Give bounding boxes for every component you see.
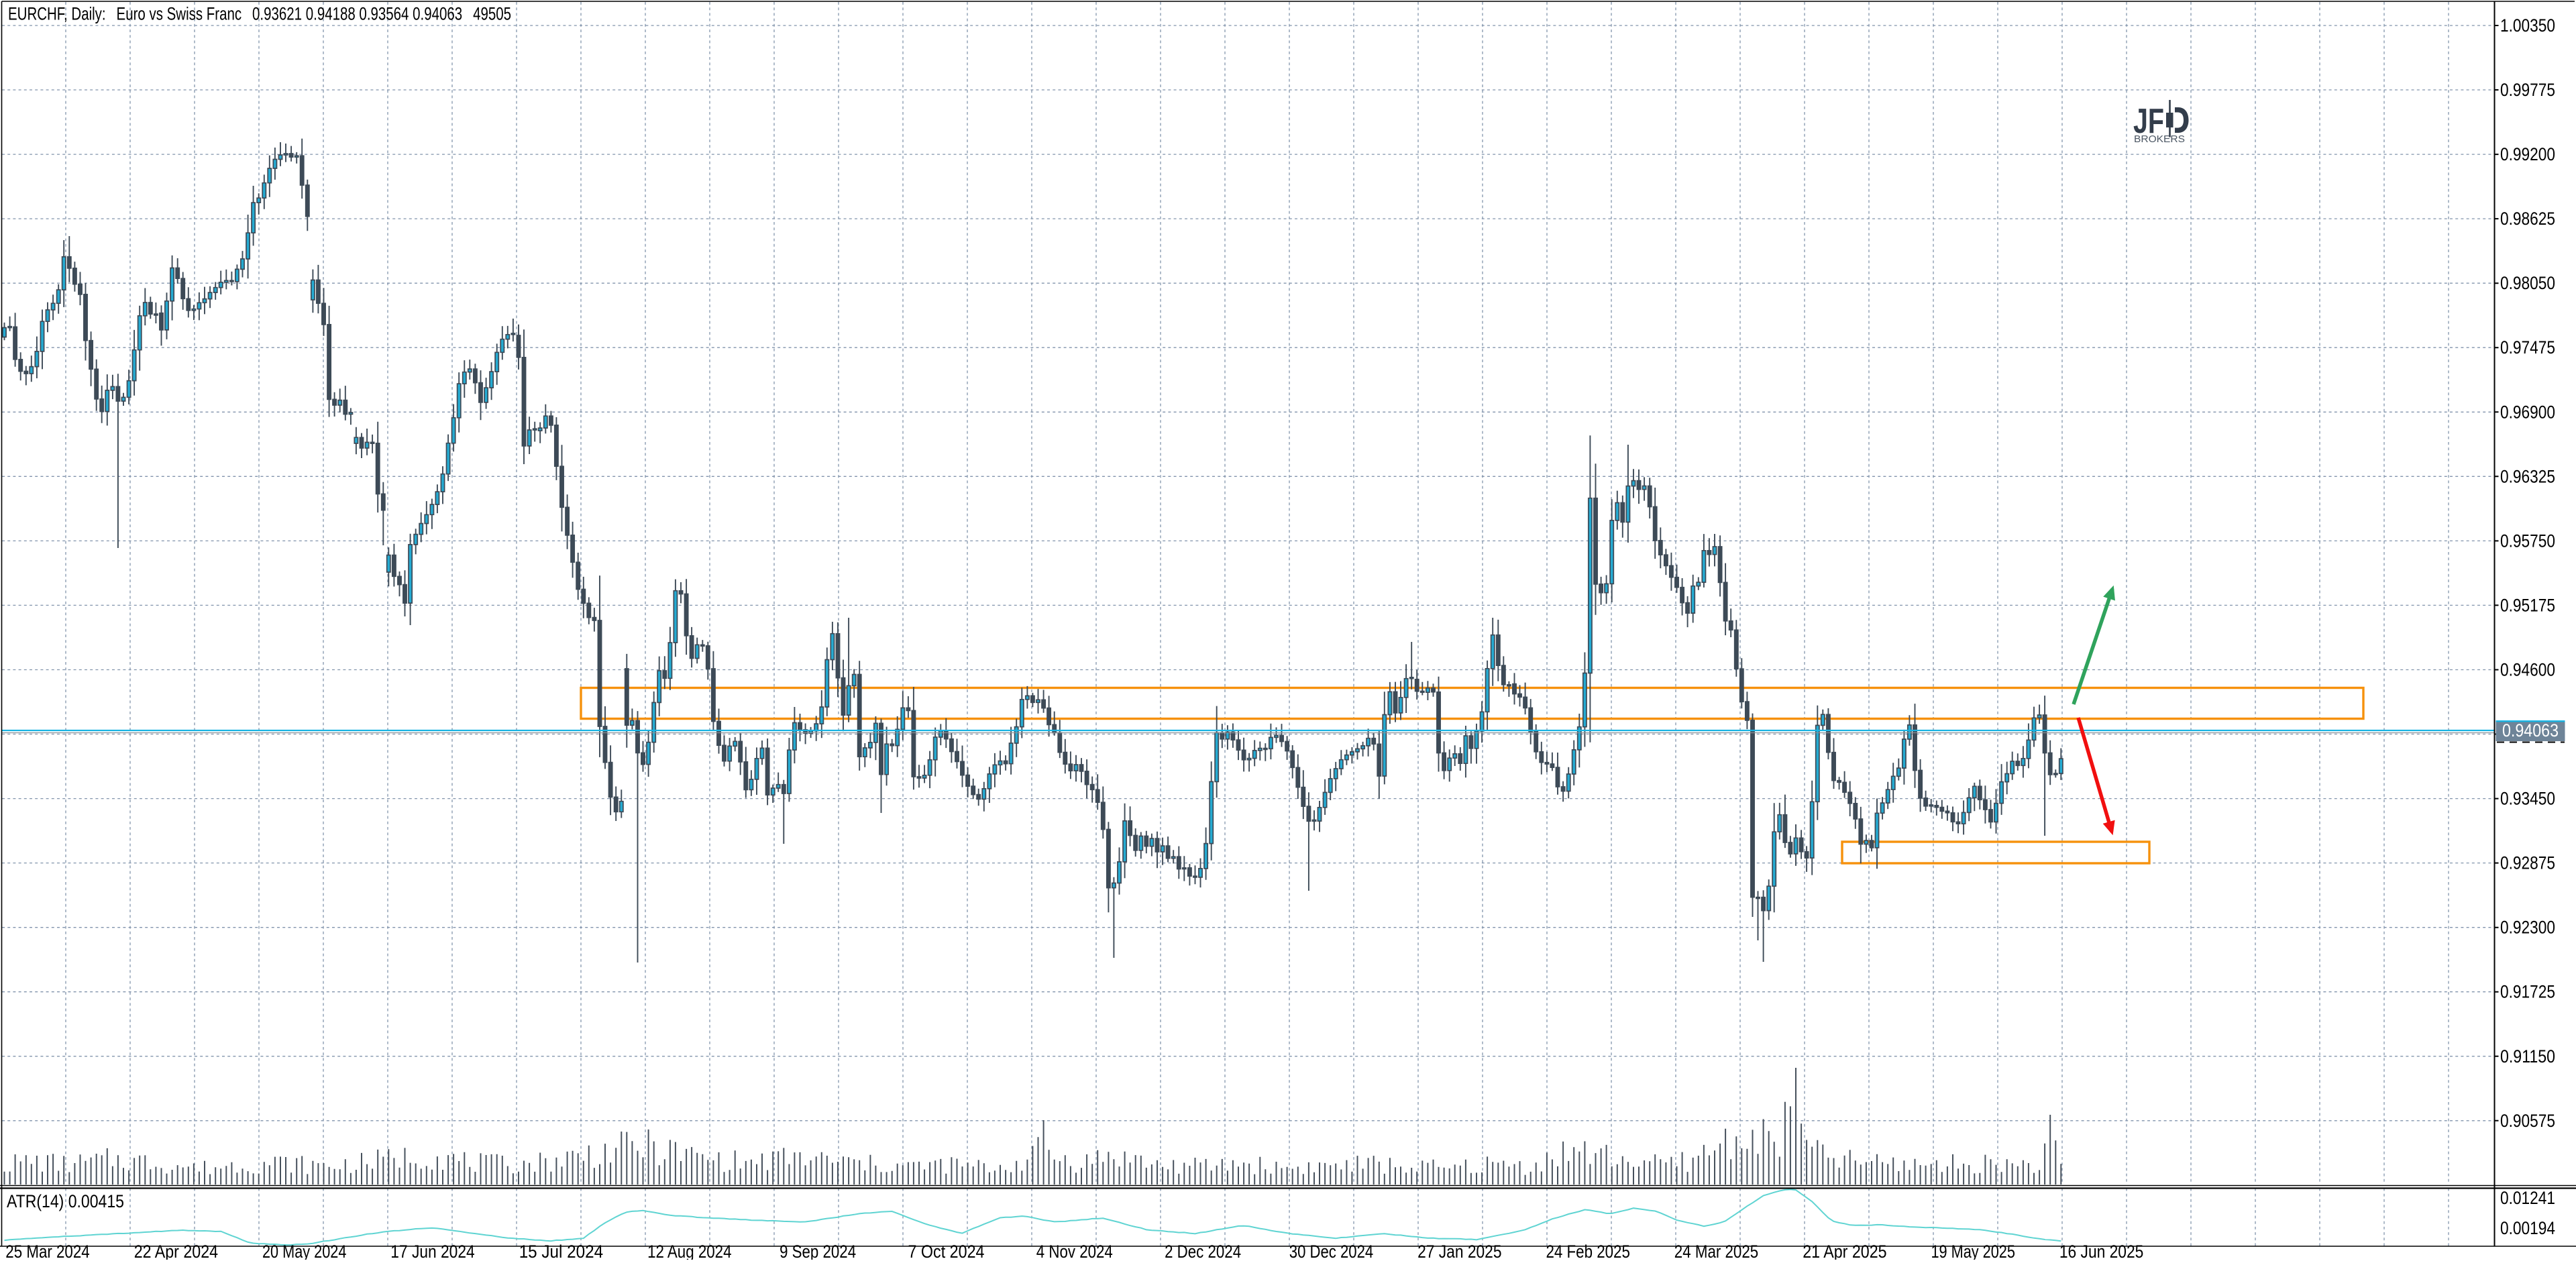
svg-text:0.01241: 0.01241	[2500, 1188, 2555, 1208]
svg-text:0.99775: 0.99775	[2500, 80, 2555, 100]
svg-text:0.98625: 0.98625	[2500, 209, 2555, 229]
svg-text:2 Dec 2024: 2 Dec 2024	[1165, 1242, 1241, 1260]
svg-text:0.00194: 0.00194	[2500, 1218, 2555, 1238]
svg-text:0.95175: 0.95175	[2500, 595, 2555, 615]
svg-text:0.91725: 0.91725	[2500, 982, 2555, 1002]
svg-text:0.92300: 0.92300	[2500, 918, 2555, 938]
svg-text:JF: JF	[2133, 102, 2164, 141]
svg-text:15 Jul 2024: 15 Jul 2024	[519, 1242, 603, 1260]
svg-text:20 May 2024: 20 May 2024	[262, 1242, 346, 1260]
svg-text:24 Feb 2025: 24 Feb 2025	[1546, 1242, 1630, 1260]
svg-text:0.95750: 0.95750	[2500, 531, 2555, 551]
svg-text:22 Apr 2024: 22 Apr 2024	[134, 1242, 218, 1260]
svg-text:0.93450: 0.93450	[2500, 789, 2555, 809]
svg-text:0.99200: 0.99200	[2500, 144, 2555, 164]
svg-text:30 Dec 2024: 30 Dec 2024	[1289, 1242, 1373, 1260]
svg-text:0.96325: 0.96325	[2500, 466, 2555, 486]
svg-text:0.94063: 0.94063	[2502, 720, 2559, 740]
svg-text:25 Mar 2024: 25 Mar 2024	[5, 1242, 89, 1260]
svg-text:EURCHF, Daily: Euro vs Swiss: EURCHF, Daily: Euro vs Swiss Franc 0.936…	[8, 4, 511, 24]
svg-text:24 Mar 2025: 24 Mar 2025	[1674, 1242, 1758, 1260]
svg-text:BROKERS: BROKERS	[2134, 134, 2185, 145]
svg-text:ATR(14) 0.00415: ATR(14) 0.00415	[7, 1191, 124, 1211]
svg-text:7 Oct 2024: 7 Oct 2024	[908, 1242, 985, 1260]
svg-text:17 Jun 2024: 17 Jun 2024	[390, 1242, 474, 1260]
svg-text:16 Jun 2025: 16 Jun 2025	[2059, 1242, 2143, 1260]
svg-text:9 Sep 2024: 9 Sep 2024	[780, 1242, 856, 1260]
svg-text:0.94600: 0.94600	[2500, 660, 2555, 680]
svg-text:27 Jan 2025: 27 Jan 2025	[1417, 1242, 1501, 1260]
svg-text:1.00350: 1.00350	[2500, 15, 2555, 36]
svg-text:0.97475: 0.97475	[2500, 337, 2555, 358]
svg-text:0.91150: 0.91150	[2500, 1046, 2555, 1066]
svg-text:0.96900: 0.96900	[2500, 402, 2555, 422]
svg-text:0.98050: 0.98050	[2500, 273, 2555, 293]
svg-text:4 Nov 2024: 4 Nov 2024	[1036, 1242, 1113, 1260]
svg-text:19 May 2025: 19 May 2025	[1931, 1242, 2015, 1260]
svg-text:0.92875: 0.92875	[2500, 853, 2555, 873]
svg-text:21 Apr 2025: 21 Apr 2025	[1803, 1242, 1886, 1260]
svg-text:12 Aug 2024: 12 Aug 2024	[647, 1242, 731, 1260]
svg-text:0.90575: 0.90575	[2500, 1111, 2555, 1131]
